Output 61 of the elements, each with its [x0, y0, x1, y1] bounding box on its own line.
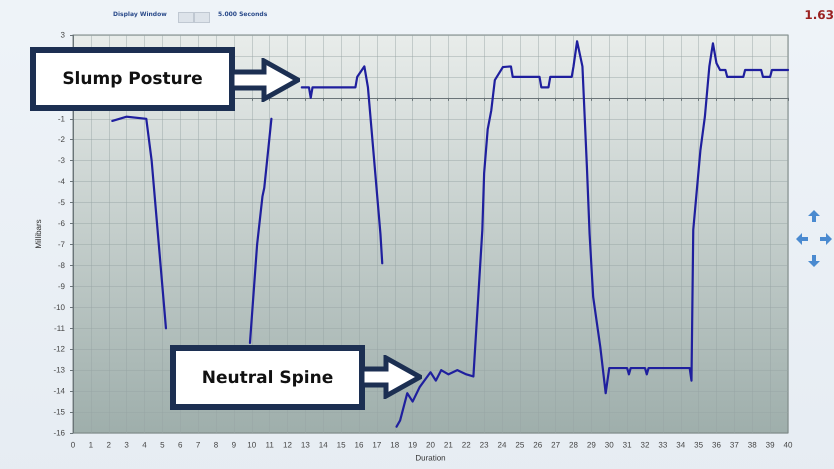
- x-tick-label: 15: [336, 440, 346, 450]
- x-tick-label: 5: [160, 440, 166, 450]
- x-tick-label: 13: [300, 440, 310, 450]
- x-tick-label: 2: [106, 440, 112, 450]
- x-tick-label: 25: [515, 440, 525, 450]
- x-tick-label: 19: [408, 440, 418, 450]
- y-tick-label: 3: [60, 30, 66, 40]
- x-tick-label: 21: [444, 440, 454, 450]
- x-tick-label: 38: [748, 440, 758, 450]
- x-tick-label: 32: [640, 440, 650, 450]
- x-tick-label: 22: [462, 440, 472, 450]
- x-tick-label: 37: [730, 440, 740, 450]
- x-tick-label: 28: [569, 440, 578, 450]
- x-tick-label: 33: [658, 440, 668, 450]
- y-tick-label: -11: [54, 324, 66, 333]
- x-tick-label: 29: [586, 440, 596, 450]
- y-tick-label: -7: [58, 240, 66, 249]
- x-tick-label: 0: [70, 440, 76, 450]
- x-axis-title: Duration: [415, 453, 446, 462]
- x-tick-label: 6: [178, 440, 184, 450]
- x-tick-label: 4: [142, 440, 148, 450]
- x-tick-label: 12: [283, 440, 292, 450]
- x-tick-label: 40: [784, 440, 793, 450]
- y-tick-label: -5: [58, 198, 66, 208]
- y-tick-label: -8: [58, 260, 66, 270]
- x-tick-label: 1: [88, 440, 94, 450]
- text: 1.63: [804, 8, 834, 22]
- x-tick-label: 35: [694, 440, 704, 450]
- y-axis-title: Millibars: [34, 219, 44, 249]
- x-tick-label: 10: [247, 440, 257, 450]
- y-tick-label: -15: [53, 408, 66, 417]
- x-tick-label: 34: [676, 440, 686, 450]
- y-tick-label: -2: [58, 135, 66, 144]
- y-tick-label: -6: [58, 219, 66, 228]
- y-tick-label: -12: [53, 344, 66, 354]
- y-tick-label: -4: [58, 177, 66, 186]
- x-tick-label: 14: [318, 440, 328, 450]
- y-tick-label: -3: [58, 156, 66, 166]
- x-tick-label: 8: [214, 440, 219, 450]
- x-tick-label: 17: [372, 440, 382, 450]
- x-tick-label: 31: [622, 440, 632, 450]
- y-tick-label: -16: [53, 428, 66, 438]
- x-tick-label: 36: [712, 440, 722, 450]
- y-tick-label: -14: [53, 386, 66, 396]
- y-tick-label: -10: [53, 302, 66, 312]
- x-tick-label: 20: [426, 440, 436, 450]
- x-tick-label: 16: [354, 440, 364, 450]
- x-tick-label: 39: [766, 440, 776, 450]
- y-tick-label: -13: [53, 366, 66, 375]
- x-tick-label: 11: [265, 440, 274, 450]
- x-tick-label: 23: [480, 440, 490, 450]
- x-tick-label: 27: [551, 440, 561, 450]
- y-tick-label: -1: [58, 114, 66, 124]
- x-tick-label: 3: [124, 440, 130, 450]
- x-tick-label: 7: [196, 440, 201, 450]
- x-tick-label: 24: [498, 440, 507, 450]
- y-tick-label: -9: [58, 282, 66, 291]
- x-tick-label: 26: [533, 440, 543, 450]
- x-tick-label: 9: [232, 440, 237, 450]
- x-tick-label: 18: [390, 440, 400, 450]
- x-tick-label: 30: [604, 440, 614, 450]
